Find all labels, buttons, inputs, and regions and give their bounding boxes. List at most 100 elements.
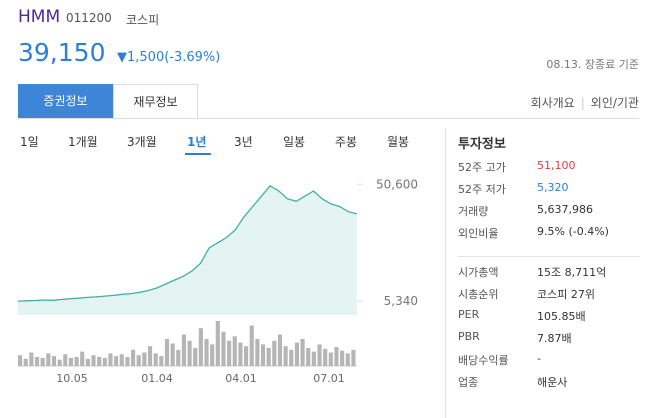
divider xyxy=(458,256,640,257)
volume-bar xyxy=(260,344,266,366)
period-tab[interactable]: 주봉 xyxy=(335,135,358,149)
volume-bar xyxy=(198,328,203,366)
price-line xyxy=(17,184,358,302)
selected-underline xyxy=(185,153,211,155)
volume-bar xyxy=(249,325,254,366)
tab[interactable]: 재무정보 xyxy=(113,84,198,118)
period-tab[interactable]: 3개월 xyxy=(127,135,157,149)
volume-bar xyxy=(170,343,175,366)
volume-bar xyxy=(328,352,333,366)
info-label: PBR xyxy=(458,330,480,343)
period-tab[interactable]: 1년 xyxy=(187,135,207,149)
x-tick-label: 07.01 xyxy=(313,372,345,385)
volume-bar xyxy=(187,340,192,366)
x-tick-label: 01.04 xyxy=(141,372,173,385)
area-fill xyxy=(18,185,357,315)
market: 코스피 xyxy=(126,13,160,27)
volume-bar xyxy=(40,357,45,366)
volume-bar xyxy=(244,346,249,366)
volume-bar xyxy=(227,340,232,366)
volume-bar xyxy=(351,349,356,366)
volume-bar xyxy=(215,321,220,366)
volume-bar xyxy=(29,352,34,366)
volume-bar xyxy=(323,348,328,366)
volume-bar xyxy=(34,357,40,366)
volume-bar xyxy=(136,355,141,366)
volume-bar xyxy=(108,353,113,366)
volume-bar xyxy=(317,344,322,366)
volume-bar xyxy=(294,342,299,366)
chart: 50,600 5,340 10.05 01.04 04.01 07.01 xyxy=(17,177,418,385)
x-tick-label: 10.05 xyxy=(56,372,88,385)
volume-bar xyxy=(255,339,260,366)
volume-bar xyxy=(238,342,243,366)
volume-bar xyxy=(125,357,130,366)
info-label: 거래량 xyxy=(458,205,489,218)
info-value: 51,100 xyxy=(537,159,576,172)
info-label: 배당수익률 xyxy=(458,354,509,367)
info-value: 코스피 27위 xyxy=(537,288,595,301)
info-value: 해운사 xyxy=(537,376,568,389)
info-value: 105.85배 xyxy=(537,310,586,323)
info-label: 52주 고가 xyxy=(458,161,506,174)
volume-bar xyxy=(193,348,198,366)
info-title: 투자정보 xyxy=(458,137,506,152)
volume-bar xyxy=(300,339,305,366)
info-value: 9.5% (-0.4%) xyxy=(537,225,609,238)
volume-bar xyxy=(232,336,237,366)
period-tab[interactable]: 3년 xyxy=(234,135,253,149)
info-label: 시가총액 xyxy=(458,266,499,279)
info-label: 업종 xyxy=(458,376,479,389)
info-value: 15조 8,711억 xyxy=(537,266,607,279)
volume-bar xyxy=(131,349,136,366)
volume-bar xyxy=(68,357,73,366)
link[interactable]: 회사개요 xyxy=(530,96,575,110)
volume-bar xyxy=(85,358,90,366)
volume-bar xyxy=(57,359,62,366)
x-tick-label: 04.01 xyxy=(225,372,257,385)
period-tab[interactable]: 1일 xyxy=(20,135,39,149)
volume-bar xyxy=(289,349,294,366)
volume-bar xyxy=(80,351,85,366)
stock-code: 011200 xyxy=(66,11,112,25)
info-label: 외인비율 xyxy=(458,227,499,240)
info-label: 시총순위 xyxy=(458,288,499,301)
volume-bar xyxy=(142,352,147,366)
volume-bar xyxy=(119,354,124,366)
volume-bar xyxy=(210,344,215,366)
volume-bar xyxy=(181,334,186,366)
volume-bar xyxy=(63,354,68,366)
as-of: 08.13. 장종료 기준 xyxy=(546,58,639,71)
link[interactable]: 외인/기관 xyxy=(590,96,639,110)
volume-bar xyxy=(74,357,79,366)
info-value: 5,637,986 xyxy=(537,203,593,216)
info-value: 5,320 xyxy=(537,181,569,194)
y-tick-label: 50,600 xyxy=(376,177,418,191)
volume-bar xyxy=(176,349,181,366)
volume-bar xyxy=(345,353,350,366)
divider xyxy=(445,128,446,418)
stock-name: HMM xyxy=(18,7,61,27)
volume-bar xyxy=(334,347,339,366)
tab[interactable]: 증권정보 xyxy=(18,84,113,118)
volume-bar xyxy=(340,350,345,366)
volume-bar xyxy=(18,355,23,366)
tab-bar xyxy=(18,84,639,119)
volume-bar xyxy=(147,346,153,366)
divider: | xyxy=(580,96,585,110)
volume-bar xyxy=(51,356,57,366)
period-tab[interactable]: 월봉 xyxy=(387,135,410,149)
y-tick-label: 5,340 xyxy=(384,294,418,308)
volume-bar xyxy=(204,339,209,366)
period-tab[interactable]: 일봉 xyxy=(283,135,306,149)
volume-bar xyxy=(91,355,96,366)
period-tab[interactable]: 1개월 xyxy=(68,135,98,149)
volume-bar xyxy=(97,357,102,366)
links: 회사개요 | 외인/기관 xyxy=(531,94,639,111)
volume-bar xyxy=(311,351,316,366)
volume-bar xyxy=(221,331,226,366)
volume-bar xyxy=(153,353,158,366)
info-value: 7.87배 xyxy=(537,332,572,345)
volume-bar xyxy=(23,358,28,366)
